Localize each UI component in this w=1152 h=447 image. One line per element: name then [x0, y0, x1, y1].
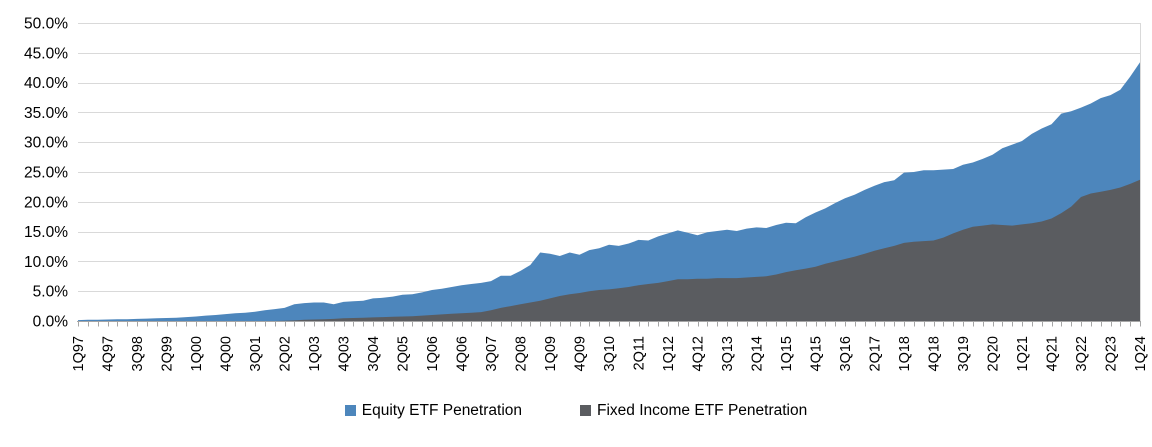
x-tick-label: 1Q15 — [779, 336, 795, 371]
equity-swatch-icon — [344, 405, 356, 417]
x-tick-label: 2Q17 — [868, 336, 884, 371]
y-tick-label: 15.0% — [24, 224, 68, 241]
x-tick-label: 4Q15 — [809, 336, 825, 371]
fixed-income-swatch-icon — [580, 405, 592, 417]
legend: Equity ETF Penetration Fixed Income ETF … — [0, 403, 1152, 419]
legend-label-fixed-income: Fixed Income ETF Penetration — [597, 402, 808, 419]
legend-label-equity: Equity ETF Penetration — [361, 402, 523, 419]
x-tick-label: 4Q97 — [101, 336, 117, 371]
x-tick-label: 1Q06 — [425, 336, 441, 371]
x-tick-label: 3Q04 — [366, 336, 382, 371]
x-tick-label: 1Q21 — [1015, 336, 1031, 371]
x-tick-label: 2Q14 — [750, 336, 766, 371]
x-tick-label: 1Q12 — [661, 336, 677, 371]
y-tick-label: 45.0% — [24, 45, 68, 62]
y-tick-label: 0.0% — [33, 314, 69, 331]
x-tick-label: 2Q20 — [986, 336, 1002, 371]
x-tick-label: 1Q03 — [307, 336, 323, 371]
x-tick-label: 3Q10 — [602, 336, 618, 371]
y-tick-label: 30.0% — [24, 135, 68, 152]
x-tick-label: 4Q21 — [1045, 336, 1061, 371]
y-tick-label: 25.0% — [24, 165, 68, 182]
x-tick-label: 2Q23 — [1104, 336, 1120, 371]
y-tick-label: 5.0% — [33, 284, 69, 301]
x-tick-label: 3Q19 — [956, 336, 972, 371]
fixed-income-area — [78, 179, 1140, 321]
legend-item-fixed-income: Fixed Income ETF Penetration — [580, 403, 807, 419]
x-tick-label: 3Q13 — [720, 336, 736, 371]
x-tick-label: 4Q00 — [219, 336, 235, 371]
x-tick-label: 4Q18 — [927, 336, 943, 371]
x-tick-label: 2Q99 — [160, 336, 176, 371]
x-tick-label: 2Q05 — [396, 336, 412, 371]
x-tick-label: 4Q03 — [337, 336, 353, 371]
x-tick-label: 2Q08 — [514, 336, 530, 371]
x-tick-label: 3Q16 — [838, 336, 854, 371]
x-tick-label: 4Q06 — [455, 336, 471, 371]
x-tick-label: 4Q12 — [691, 336, 707, 371]
y-tick-label: 20.0% — [24, 194, 68, 211]
legend-item-equity: Equity ETF Penetration — [344, 402, 523, 419]
x-tick-label: 2Q11 — [632, 336, 648, 370]
x-tick-label: 1Q00 — [189, 336, 205, 371]
x-tick-label: 3Q22 — [1074, 336, 1090, 371]
x-tick-label: 4Q09 — [573, 336, 589, 371]
x-tick-label: 2Q02 — [278, 336, 294, 371]
x-tick-label: 3Q01 — [248, 336, 264, 371]
x-tick-label: 3Q07 — [484, 336, 500, 371]
y-tick-label: 40.0% — [24, 75, 68, 92]
x-tick-label: 1Q24 — [1133, 336, 1149, 371]
y-tick-label: 50.0% — [24, 16, 68, 33]
x-tick-label: 3Q98 — [130, 336, 146, 371]
x-tick-label: 1Q09 — [543, 336, 559, 371]
x-tick-label: 1Q18 — [897, 336, 913, 371]
y-tick-label: 10.0% — [24, 254, 68, 271]
x-tick-label: 1Q97 — [71, 336, 87, 371]
y-tick-label: 35.0% — [24, 105, 68, 122]
